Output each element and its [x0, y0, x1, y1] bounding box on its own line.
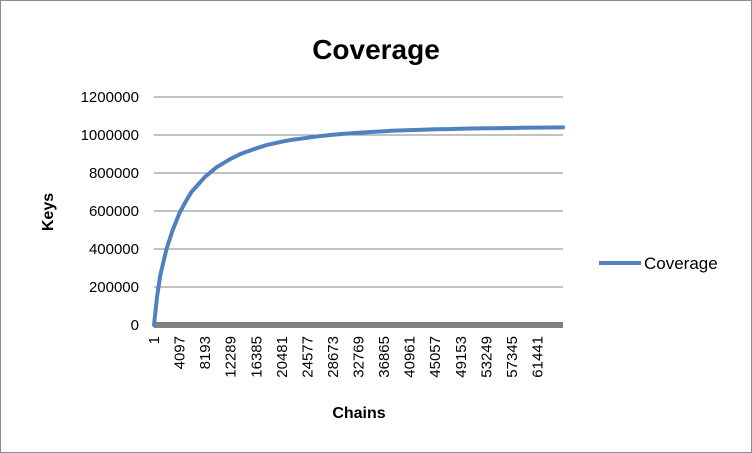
- x-tick-label: 16385: [248, 336, 265, 378]
- x-tick-label: 49153: [453, 336, 470, 378]
- legend-label-coverage: Coverage: [644, 254, 718, 273]
- x-axis-title: Chains: [332, 405, 385, 422]
- x-tick-label: 53249: [478, 336, 495, 378]
- y-tick-label: 1000000: [81, 127, 139, 144]
- y-tick-label: 600000: [89, 203, 139, 220]
- x-tick-label: 28673: [325, 336, 342, 378]
- y-tick-label: 0: [131, 317, 139, 334]
- y-tick-label: 400000: [89, 241, 139, 258]
- x-tick-label: 32769: [351, 336, 368, 378]
- y-tick-labels: 0 200000 400000 600000 800000 1000000 1200000: [81, 89, 139, 334]
- x-tick-label: 12289: [223, 336, 240, 378]
- x-tick-label: 4097: [172, 336, 189, 369]
- series-line-coverage: [152, 125, 565, 327]
- y-axis-title: Keys: [40, 193, 57, 231]
- x-tick-label: 45057: [427, 336, 444, 378]
- x-tick-label: 36865: [376, 336, 393, 378]
- x-tick-label: 20481: [274, 336, 291, 378]
- y-tick-label: 200000: [89, 279, 139, 296]
- chart-title: Coverage: [312, 34, 440, 65]
- x-tick-label: 1: [146, 336, 163, 344]
- y-tick-label: 800000: [89, 165, 139, 182]
- x-tick-labels: 1 4097 8193 12289 16385 20481 24577 28673 32769 3…: [146, 336, 546, 378]
- gridlines: [154, 96, 563, 288]
- x-tick-label: 24577: [299, 336, 316, 378]
- series-layer: [152, 125, 565, 327]
- x-tick-label: 57345: [504, 336, 521, 378]
- x-tick-label: 61441: [529, 336, 546, 378]
- x-tick-label: 8193: [197, 336, 214, 369]
- legend: Coverage: [599, 254, 718, 273]
- x-tick-label: 40961: [402, 336, 419, 378]
- y-tick-label: 1200000: [81, 89, 139, 106]
